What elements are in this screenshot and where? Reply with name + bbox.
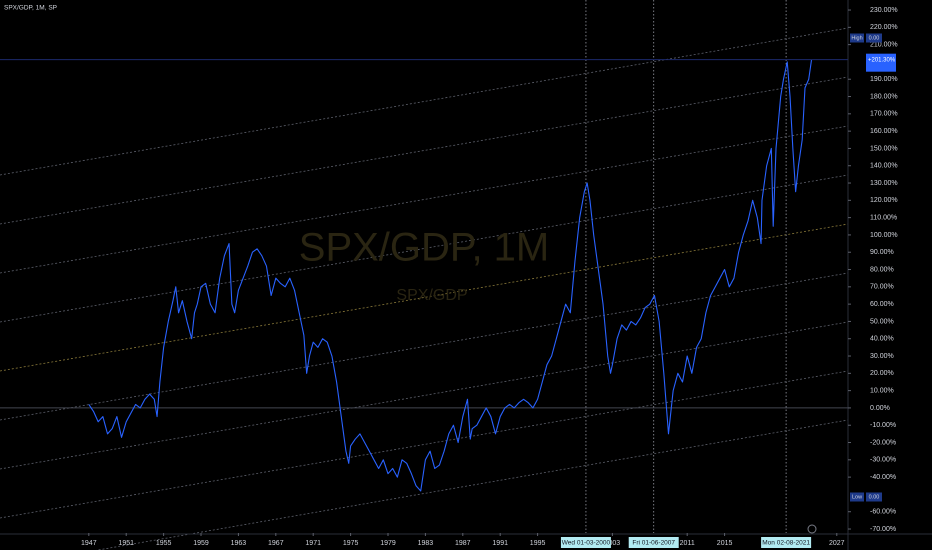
channel-line [0, 370, 849, 519]
crosshair-label: Wed 01-03-2000 [562, 540, 611, 547]
y-tick-label: 230.00% [870, 7, 898, 14]
channel-line [0, 272, 849, 421]
channel-line [0, 27, 849, 176]
x-tick-label: 1979 [380, 540, 396, 547]
y-tick-label: 20.00% [870, 370, 894, 377]
y-tick-label: 210.00% [870, 41, 898, 48]
y-tick-label: 140.00% [870, 163, 898, 170]
high-value: 0.00 [869, 35, 880, 41]
crosshair-label-bg [761, 537, 812, 548]
y-tick-label: 50.00% [870, 318, 894, 325]
y-tick-label: 60.00% [870, 301, 894, 308]
y-tick-label: 10.00% [870, 387, 894, 394]
low-tag-bg [850, 492, 864, 502]
y-tick-label: 180.00% [870, 93, 898, 100]
channel-line [0, 76, 849, 225]
x-tick-label: 1975 [343, 540, 359, 547]
x-tick-label: 1991 [492, 540, 508, 547]
y-tick-label: 40.00% [870, 336, 894, 343]
last-value-label: +201.30% [868, 57, 896, 63]
chart-title: SPX/GDP, 1M, SP [4, 5, 57, 12]
x-tick-label: 1959 [193, 540, 209, 547]
y-tick-label: 90.00% [870, 249, 894, 256]
x-tick-label: 1987 [455, 540, 471, 547]
high-tag: High [851, 35, 862, 41]
x-tick-label: 1947 [81, 540, 97, 547]
channel-line [0, 321, 849, 470]
y-tick-label: 100.00% [870, 232, 898, 239]
x-tick-label: 1971 [305, 540, 321, 547]
high-value-bg [866, 33, 882, 43]
channel-line [0, 125, 849, 274]
last-value-bg [866, 53, 896, 72]
low-value: 0.00 [869, 494, 880, 500]
y-tick-label: -10.00% [870, 422, 896, 429]
y-tick-label: 120.00% [870, 197, 898, 204]
y-tick-label: 190.00% [870, 76, 898, 83]
watermark: SPX/GDP, 1M [299, 226, 549, 270]
y-tick-label: 70.00% [870, 284, 894, 291]
x-tick-label: 2027 [829, 540, 845, 547]
x-tick-label: 2015 [717, 540, 733, 547]
watermark-sub: SPX/GDP [396, 287, 467, 304]
price-line [88, 59, 813, 492]
x-tick-label: 1995 [530, 540, 546, 547]
y-tick-label: 130.00% [870, 180, 898, 187]
y-tick-label: 160.00% [870, 128, 898, 135]
crosshair-label: Fri 01-06-2007 [632, 540, 675, 547]
low-tag: Low [852, 494, 862, 500]
high-tag-bg [850, 33, 864, 43]
low-value-bg [866, 492, 882, 502]
y-tick-label: -70.00% [870, 526, 896, 533]
x-tick-label: 1967 [268, 540, 284, 547]
y-tick-label: 0.00% [870, 405, 890, 412]
crosshair-label: Mon 02-08-2021 [762, 540, 810, 547]
y-tick-label: -40.00% [870, 474, 896, 481]
y-tick-label: 150.00% [870, 145, 898, 152]
y-tick-label: -30.00% [870, 457, 896, 464]
y-tick-label: 110.00% [870, 214, 897, 221]
y-tick-label: 220.00% [870, 24, 898, 31]
x-tick-label: 2011 [680, 540, 695, 547]
y-tick-label: -20.00% [870, 439, 896, 446]
channel-line [0, 223, 849, 372]
x-tick-label: 1983 [418, 540, 434, 547]
channel-line [95, 419, 849, 550]
crosshair-label-bg [628, 537, 679, 548]
regression-channel [0, 27, 849, 550]
y-tick-label: -60.00% [870, 509, 896, 516]
channel-line [0, 174, 849, 323]
y-tick-label: 80.00% [870, 266, 894, 273]
crosshair-label-bg [560, 537, 611, 548]
y-tick-label: 30.00% [870, 353, 894, 360]
x-tick-label: 1951 [118, 540, 134, 547]
icon [807, 524, 817, 534]
x-tick-label: 2003 [605, 540, 621, 547]
y-tick-label: 170.00% [870, 111, 898, 118]
x-tick-label: 1963 [231, 540, 247, 547]
x-tick-label: 1955 [156, 540, 172, 547]
